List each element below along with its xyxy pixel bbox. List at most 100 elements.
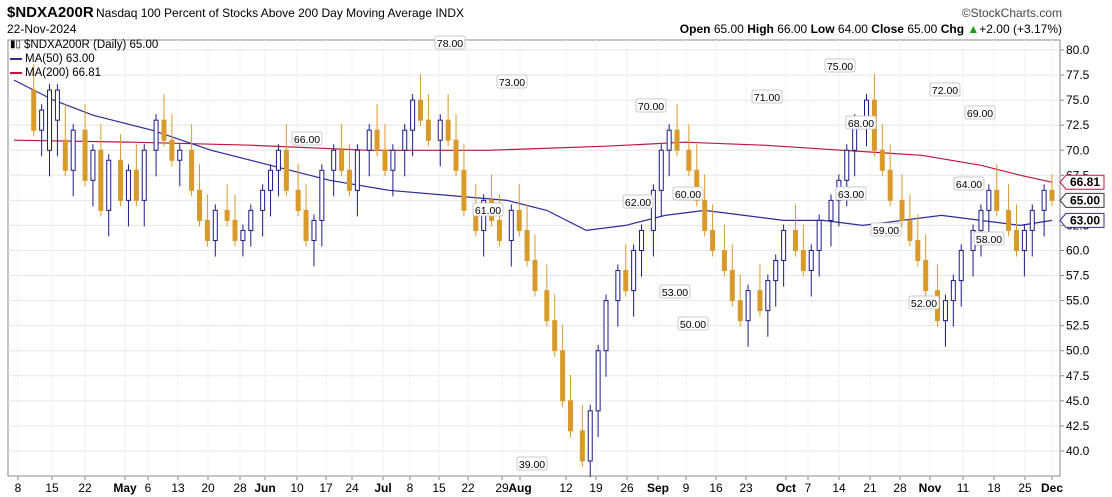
candle-body bbox=[425, 119, 431, 141]
candle-body bbox=[828, 199, 834, 221]
x-tick-label: 11 bbox=[957, 481, 970, 495]
candle-body bbox=[994, 189, 1000, 211]
candle-body bbox=[765, 280, 771, 312]
candle-body bbox=[844, 149, 850, 181]
candle-body bbox=[1013, 229, 1019, 251]
candle-body bbox=[319, 169, 325, 221]
candle-body bbox=[169, 139, 175, 161]
candle-body bbox=[303, 209, 309, 241]
ma200-swatch bbox=[10, 72, 22, 74]
legend-ma50-label: MA(50) 63.00 bbox=[25, 53, 95, 65]
annotation-label: 63.00 bbox=[838, 189, 864, 201]
candle-body bbox=[587, 410, 593, 462]
candle-body bbox=[437, 119, 443, 141]
candle-body bbox=[958, 249, 964, 282]
candle-body bbox=[623, 270, 629, 292]
y-tick-label: 55.0 bbox=[1066, 294, 1090, 308]
x-tick-label: Jun bbox=[254, 481, 275, 495]
candle-body bbox=[508, 209, 514, 241]
chg-label: Chg bbox=[940, 22, 965, 36]
annotation-box bbox=[496, 74, 528, 89]
annotation-box bbox=[845, 115, 877, 130]
candle-body bbox=[118, 159, 124, 201]
y-tick-label: 40.0 bbox=[1066, 444, 1090, 458]
ma50-value-badge-shape bbox=[1059, 212, 1105, 228]
annotation-label: 69.00 bbox=[967, 108, 993, 120]
price-annotation: 39.00 bbox=[516, 456, 548, 471]
candlestick-icon: ▮▯ bbox=[10, 39, 22, 50]
annotation-box bbox=[870, 222, 902, 237]
candle-body bbox=[615, 270, 621, 302]
candle-body bbox=[54, 89, 60, 121]
y-tick-label: 42.5 bbox=[1066, 419, 1090, 433]
candle-body bbox=[141, 149, 147, 201]
candle-body bbox=[268, 169, 274, 191]
ma50-value-badge: 63.00 bbox=[1059, 212, 1105, 228]
candle-body bbox=[710, 229, 716, 251]
price-annotation: 70.00 bbox=[635, 98, 667, 113]
close-value-badge-label: 65.00 bbox=[1070, 193, 1100, 207]
ma50-swatch bbox=[10, 58, 22, 60]
y-tick-label: 52.5 bbox=[1066, 319, 1090, 333]
close-value-badge: 65.00 bbox=[1059, 192, 1105, 208]
candle-body bbox=[283, 149, 289, 191]
x-tick-label: Aug bbox=[508, 481, 531, 495]
candle-body bbox=[907, 219, 913, 241]
candle-body bbox=[106, 159, 112, 211]
annotation-label: 73.00 bbox=[499, 77, 525, 89]
y-tick-label: 47.5 bbox=[1066, 369, 1090, 383]
candle-body bbox=[346, 169, 352, 191]
candle-body bbox=[418, 99, 424, 121]
annotation-label: 60.00 bbox=[675, 189, 701, 201]
x-tick-label: 15 bbox=[432, 481, 446, 495]
x-tick-label: 13 bbox=[171, 481, 185, 495]
x-tick-label: 23 bbox=[739, 481, 753, 495]
candle-body bbox=[453, 139, 459, 171]
x-tick-label: 28 bbox=[233, 481, 247, 495]
annotation-box bbox=[659, 284, 691, 299]
candle-body bbox=[90, 149, 96, 181]
annotation-label: 64.00 bbox=[956, 179, 982, 191]
candle-body bbox=[240, 229, 246, 241]
annotation-label: 59.00 bbox=[873, 225, 899, 237]
candle-body bbox=[1041, 189, 1047, 211]
candle-body bbox=[70, 129, 76, 171]
candle-body bbox=[82, 129, 88, 181]
price-annotation: 61.00 bbox=[472, 202, 504, 217]
annotation-box bbox=[672, 186, 704, 201]
x-tick-label: Oct bbox=[776, 481, 796, 495]
candle-body bbox=[729, 270, 735, 302]
candle-body bbox=[232, 219, 238, 241]
x-tick-label: 25 bbox=[1018, 481, 1032, 495]
candle-body bbox=[631, 249, 637, 292]
candle-body bbox=[31, 89, 37, 131]
annotation-label: 66.00 bbox=[294, 134, 320, 146]
candle-body bbox=[196, 189, 202, 221]
x-tick-label: 15 bbox=[45, 481, 59, 495]
stockcharts-logo[interactable]: ©StockCharts.com bbox=[961, 6, 1062, 20]
x-tick-label: 8 bbox=[407, 481, 414, 495]
candle-body bbox=[382, 149, 388, 171]
x-tick-label: 17 bbox=[319, 481, 333, 495]
candle-body bbox=[212, 209, 218, 241]
low-label: Low bbox=[810, 22, 835, 36]
y-tick-label: 70.0 bbox=[1066, 143, 1090, 157]
candle-body bbox=[374, 129, 380, 151]
candle-body bbox=[153, 119, 159, 151]
candle-body bbox=[757, 290, 763, 312]
x-tick-label: Nov bbox=[919, 481, 942, 495]
candle-body bbox=[915, 239, 921, 262]
annotation-box bbox=[835, 186, 867, 201]
annotation-box bbox=[434, 35, 466, 50]
x-tick-label: 24 bbox=[345, 481, 359, 495]
candle-body bbox=[544, 290, 550, 322]
candle-body bbox=[879, 149, 885, 171]
annotation-label: 58.00 bbox=[976, 234, 1002, 246]
x-tick-label: 19 bbox=[589, 481, 603, 495]
annotation-label: 68.00 bbox=[848, 118, 874, 130]
y-tick-label: 60.0 bbox=[1066, 243, 1090, 257]
candle-body bbox=[248, 209, 254, 231]
annotation-box bbox=[291, 131, 323, 146]
y-tick-label: 57.5 bbox=[1066, 269, 1090, 283]
